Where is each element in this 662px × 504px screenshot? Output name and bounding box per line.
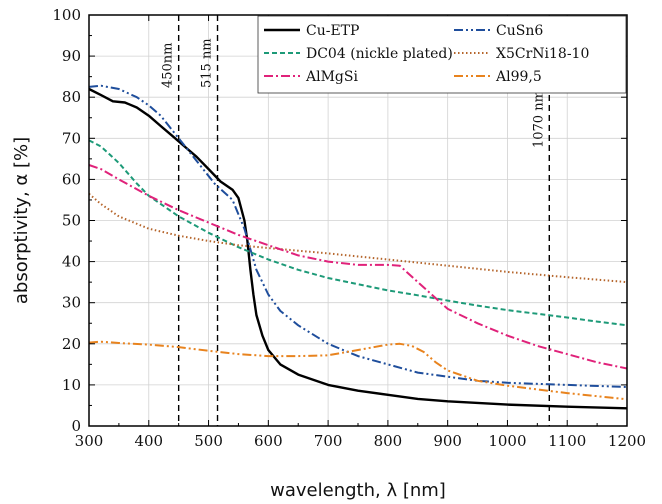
- x-tick-label: 1200: [608, 432, 646, 450]
- legend-box: [257, 15, 627, 94]
- y-tick-label: 70: [62, 129, 81, 147]
- wavelength-marker-label: 1070 nm: [531, 90, 546, 148]
- series-line-almgsi: [88, 164, 628, 370]
- wavelength-marker-label: 515 nm: [200, 38, 215, 88]
- x-tick-label: 1000: [488, 432, 526, 450]
- series-line-dc04-nickle-plated-: [88, 139, 628, 327]
- y-tick-label: 10: [62, 376, 81, 394]
- wavelength-marker-label: 450nm: [161, 42, 176, 88]
- x-tick-label: 900: [433, 432, 462, 450]
- x-tick-label: 1100: [548, 432, 586, 450]
- series-line-x5crni18-10: [88, 193, 628, 284]
- annotations: 450nm 515 nm 1070 nm: [161, 15, 550, 426]
- series-lines: [88, 84, 628, 410]
- x-tick-label: 400: [134, 432, 163, 450]
- legend: Cu-ETP CuSn6 DC04 (nickle plated) X5CrNi18-…: [257, 15, 627, 94]
- series-line-al99-5: [88, 340, 628, 401]
- y-tick-label: 30: [62, 294, 81, 312]
- y-tick-label: 50: [62, 212, 81, 230]
- legend-label: X5CrNi18-10: [496, 46, 589, 62]
- y-tick-label: 80: [62, 88, 81, 106]
- x-tick-label: 600: [254, 432, 283, 450]
- y-tick-label: 90: [62, 47, 81, 65]
- y-tick-label: 20: [62, 335, 81, 353]
- y-axis-title: absorptivity, α [%]: [11, 137, 32, 304]
- x-tick-label: 700: [314, 432, 343, 450]
- y-tick-label: 0: [71, 417, 81, 435]
- series-line-cu-etp: [88, 87, 628, 410]
- y-tick-label: 40: [62, 253, 81, 271]
- legend-label: Cu-ETP: [306, 23, 359, 39]
- axis-ticks: 300 400 500 600 700 800 900 1000 1100 1200 0 10 20 30…: [52, 6, 646, 450]
- y-tick-label: 100: [52, 6, 81, 24]
- y-tick-label: 60: [62, 170, 81, 188]
- legend-label: Al99,5: [495, 69, 542, 85]
- x-tick-label: 500: [194, 432, 223, 450]
- series-line-cusn6: [88, 84, 628, 388]
- legend-label: DC04 (nickle plated): [306, 46, 453, 62]
- x-tick-label: 800: [374, 432, 403, 450]
- legend-label: AlMgSi: [305, 69, 358, 85]
- x-tick-label: 300: [75, 432, 104, 450]
- legend-label: CuSn6: [496, 23, 543, 39]
- x-axis-title: wavelength, λ [nm]: [270, 480, 446, 501]
